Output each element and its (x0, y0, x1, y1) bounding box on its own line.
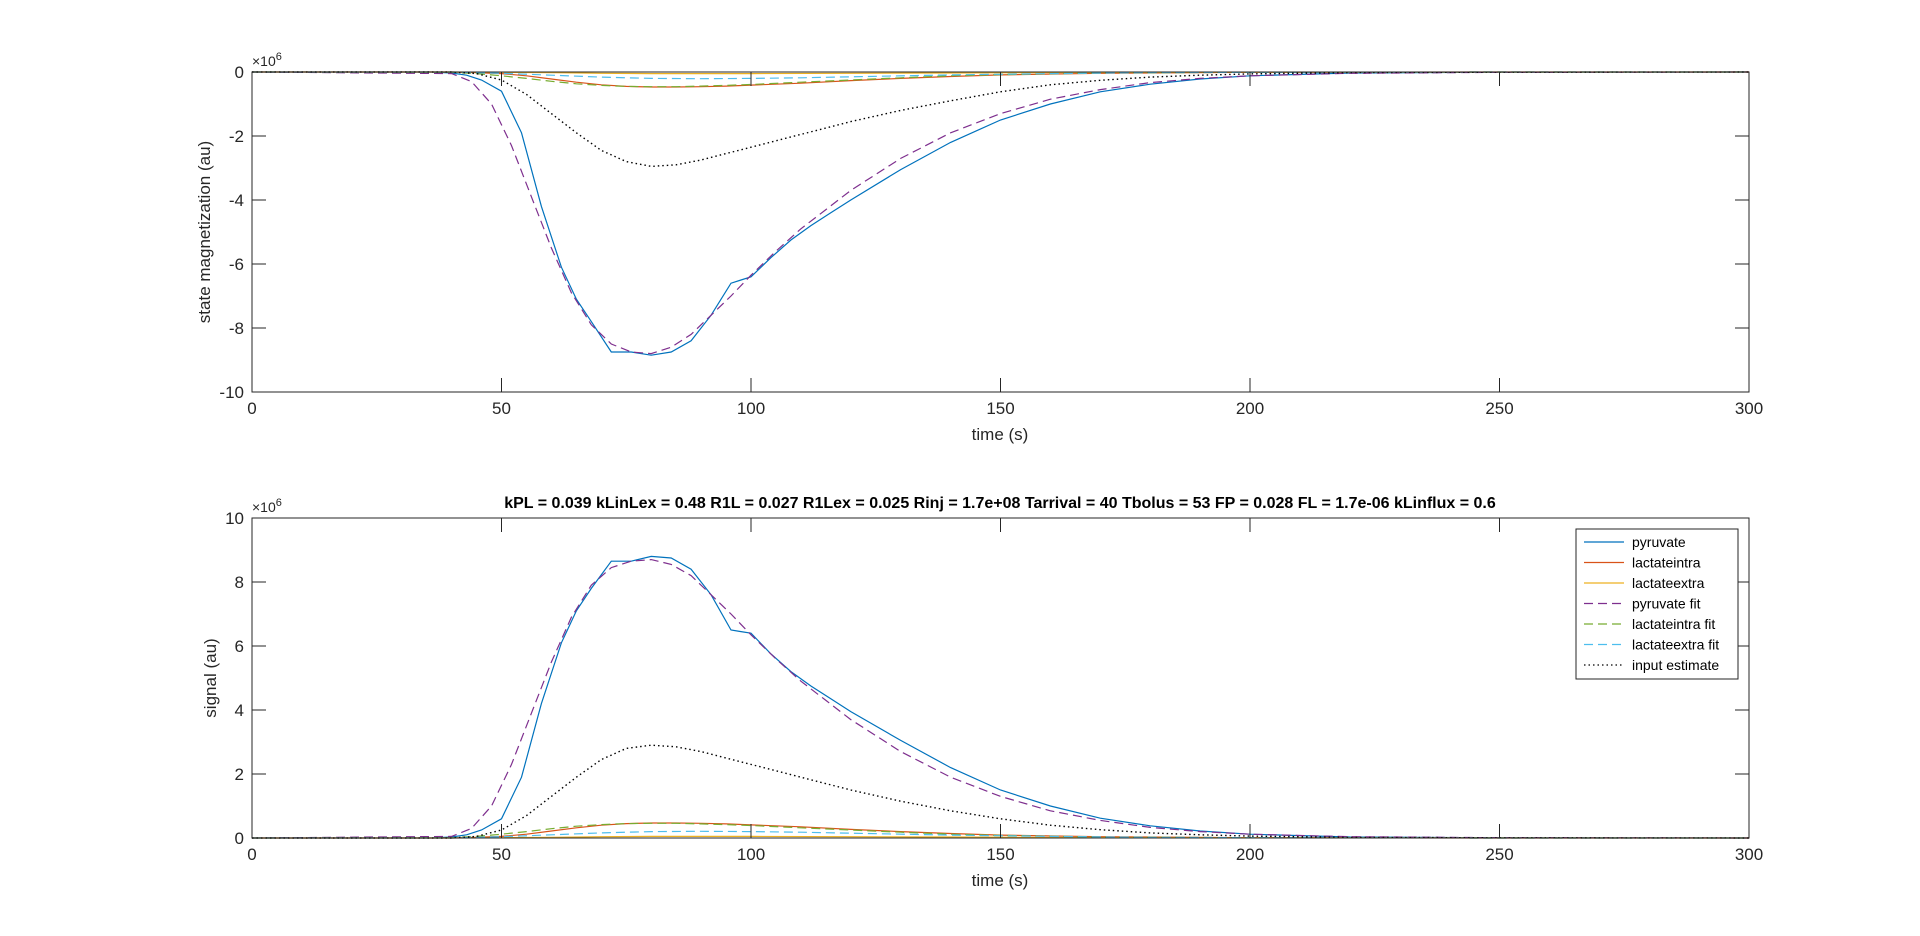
y-tick-label: -2 (229, 127, 244, 146)
plot-signal: 0 50 100 150 200 250 300 0 2 4 6 8 10 ×106 kPL = 0.0… (201, 495, 1763, 890)
y-axis-label: state magnetization (au) (195, 141, 214, 323)
series-line-pyruvate-fit (251, 71, 1750, 355)
legend-label-pyruvate-fit: pyruvate fit (1632, 596, 1701, 612)
chart-title: kPL = 0.039 kLinLex = 0.48 R1L = 0.027 R… (504, 495, 1496, 512)
x-tick-label: 0 (247, 399, 256, 418)
axes-box (251, 517, 1750, 839)
legend-label-lactateextra-fit: lactateextra fit (1632, 637, 1719, 653)
ticks-group: 0 50 100 150 200 250 300 0 2 4 6 8 10 (225, 509, 1763, 864)
legend-items: pyruvate lactateintra lactateextra pyruvate… (1584, 534, 1719, 673)
y-tick-label: -8 (229, 319, 244, 338)
axes-box (251, 71, 1750, 393)
y-axis-label: signal (au) (201, 638, 220, 717)
series-line-pyruvate (252, 71, 1750, 356)
x-tick-label: 150 (986, 399, 1014, 418)
series-line-input-estimate (252, 744, 1750, 839)
x-tick-label: 200 (1236, 845, 1264, 864)
legend-label-lactateextra: lactateextra (1632, 575, 1705, 591)
x-tick-label: 50 (492, 399, 511, 418)
legend-label-input-estimate: input estimate (1632, 657, 1719, 673)
y-tick-label: 2 (235, 765, 244, 784)
y-exponent-label: ×106 (252, 51, 282, 69)
series-line-pyruvate (252, 555, 1750, 839)
x-tick-label: 150 (986, 845, 1014, 864)
series-line-lactateintra-fit (251, 71, 1749, 88)
x-tick-label: 50 (492, 845, 511, 864)
y-tick-label: -10 (219, 383, 244, 402)
x-tick-label: 300 (1735, 399, 1763, 418)
series-line-lactateintra-fit (251, 822, 1749, 839)
x-tick-label: 0 (247, 845, 256, 864)
x-tick-label: 250 (1485, 845, 1513, 864)
x-tick-label: 300 (1735, 845, 1763, 864)
x-axis-label: time (s) (972, 425, 1029, 444)
y-tick-label: -6 (229, 255, 244, 274)
legend: pyruvate lactateintra lactateextra pyruvate… (1575, 528, 1739, 680)
y-tick-label: 0 (235, 63, 244, 82)
x-tick-label: 250 (1485, 399, 1513, 418)
y-tick-label: -4 (229, 191, 244, 210)
x-tick-label: 200 (1236, 399, 1264, 418)
series-line-lactateextra-fit (252, 71, 1749, 80)
plot-state-magnetization: 0 50 100 150 200 250 300 -10 -8 -6 -4 -2 0 ×106 time… (195, 51, 1763, 444)
y-tick-label: 0 (235, 829, 244, 848)
y-tick-label: 8 (235, 573, 244, 592)
series-line-pyruvate-fit (251, 558, 1750, 839)
legend-label-lactateintra: lactateintra (1632, 555, 1701, 571)
x-axis-label: time (s) (972, 871, 1029, 890)
y-tick-label: 10 (225, 509, 244, 528)
y-exponent-label: ×106 (252, 497, 282, 515)
series-line-input-estimate (252, 71, 1750, 168)
legend-label-lactateintra-fit: lactateintra fit (1632, 616, 1715, 632)
legend-label-pyruvate: pyruvate (1632, 534, 1686, 550)
series-line-lactateextra-fit (252, 830, 1749, 839)
y-tick-label: 6 (235, 637, 244, 656)
y-tick-label: 4 (235, 701, 244, 720)
x-tick-label: 100 (737, 845, 765, 864)
x-tick-label: 100 (737, 399, 765, 418)
